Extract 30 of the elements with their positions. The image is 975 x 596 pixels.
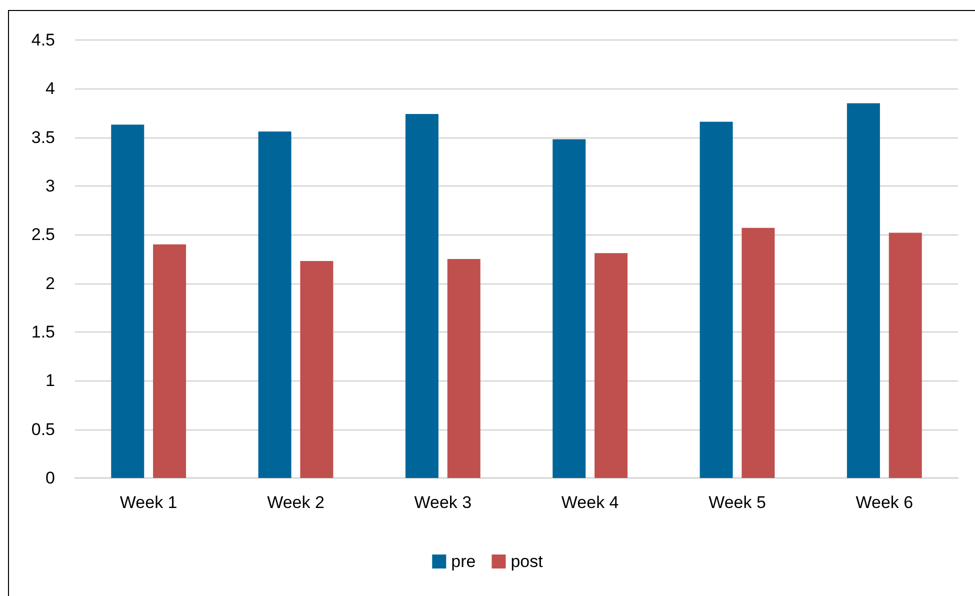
bar [552,139,586,478]
bar [405,114,438,478]
bar [258,131,292,478]
y-tick-label: 3.5 [31,128,55,147]
bar [300,260,334,478]
x-tick-label: Week 4 [561,493,619,512]
y-tick-label: 1 [46,371,55,390]
bar [742,228,775,478]
x-tick-label: Week 3 [414,493,472,512]
y-tick-label: 4 [46,79,55,98]
y-tick-label: 2 [46,274,55,293]
bar [846,103,880,478]
bar [111,124,144,478]
y-tick-label: 3 [46,176,55,196]
y-tick-label: 1.5 [31,322,55,342]
x-tick-label: Week 5 [708,493,766,512]
x-tick-label: Week 1 [120,493,178,512]
bar [447,259,480,478]
bar [153,244,186,478]
x-tick-label: Week 2 [267,493,324,512]
legend-label: pre [451,552,476,571]
bar [700,122,733,478]
bar [888,232,922,478]
y-tick-label: 0 [46,468,55,488]
y-tick-label: 0.5 [31,420,55,439]
legend-label: post [510,552,544,571]
y-tick-label: 4.5 [31,30,55,50]
bar [594,253,628,478]
y-tick-label: 2.5 [31,225,55,244]
x-tick-label: Week 6 [856,493,914,512]
